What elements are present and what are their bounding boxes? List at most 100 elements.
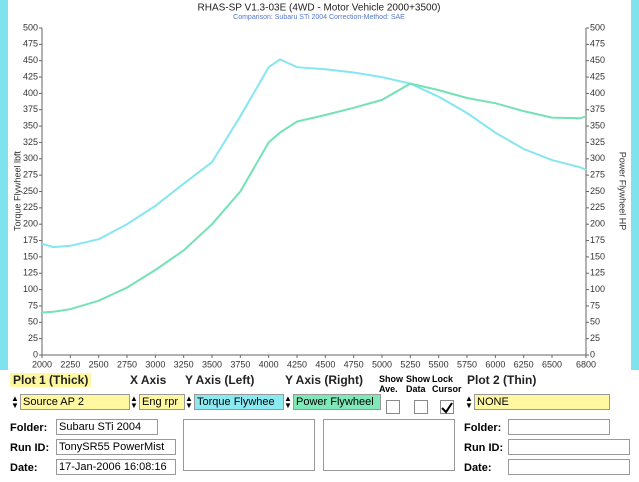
left-border [0, 0, 8, 370]
show-ave-checkbox[interactable] [386, 400, 400, 414]
y2-tick-label: 225 [590, 202, 605, 212]
y-tick-label: 225 [23, 202, 38, 212]
show-data-checkbox[interactable] [414, 400, 428, 414]
y-tick-label: 475 [23, 39, 38, 49]
x-tick-label: 2250 [60, 359, 80, 369]
x-tick-label: 4750 [344, 359, 364, 369]
header-plot2: Plot 2 (Thin) [467, 373, 537, 387]
x-tick-label: 6250 [514, 359, 534, 369]
y2-tick-label: 175 [590, 235, 605, 245]
x-tick-label: 3250 [174, 359, 194, 369]
y-axis-label: Torque Flywheel lbft [12, 150, 22, 231]
run-id-label: Run ID: [464, 442, 504, 454]
spin-arrows[interactable]: ▲ ▼ [465, 394, 473, 410]
lock-cursor-checkbox[interactable] [440, 400, 454, 414]
date-label: Date: [464, 462, 492, 474]
y2-tick-label: 100 [590, 284, 605, 294]
y2-tick-label: 450 [590, 55, 605, 65]
y-tick-label: 75 [28, 300, 38, 310]
x-tick-label: 3000 [145, 359, 165, 369]
x-tick-label: 3750 [230, 359, 250, 369]
x-tick-label: 5750 [457, 359, 477, 369]
header-x-axis: X Axis [130, 373, 167, 387]
y-tick-label: 350 [23, 120, 38, 130]
y2-tick-label: 50 [590, 317, 600, 327]
date-label: Date: [10, 462, 38, 474]
x-tick-label: 5250 [400, 359, 420, 369]
y-tick-label: 100 [23, 284, 38, 294]
y-tick-label: 500 [23, 22, 38, 32]
y-left-dropdown[interactable]: Torque Flywhee [194, 394, 284, 410]
x-tick-label: 6000 [485, 359, 505, 369]
x-tick-label: 3500 [202, 359, 222, 369]
x-tick-label: 5000 [372, 359, 392, 369]
y2-tick-label: 500 [590, 22, 605, 32]
header-y-left: Y Axis (Left) [185, 373, 255, 387]
y2-tick-label: 25 [590, 333, 600, 343]
x-tick-label: 2000 [32, 359, 52, 369]
y2-tick-label: 425 [590, 71, 605, 81]
y2-tick-label: 300 [590, 153, 605, 163]
y-tick-label: 300 [23, 153, 38, 163]
x-tick-label: 6500 [542, 359, 562, 369]
y-tick-label: 275 [23, 170, 38, 180]
x-axis-dropdown[interactable]: Eng rpr [139, 394, 185, 410]
x-tick-label: 4250 [287, 359, 307, 369]
notes-box [323, 419, 455, 471]
y2-tick-label: 200 [590, 219, 605, 229]
y-tick-label: 200 [23, 219, 38, 229]
spin-arrows[interactable]: ▲ ▼ [130, 394, 138, 410]
y-tick-label: 450 [23, 55, 38, 65]
series-line [41, 82, 587, 314]
run-id-field [508, 439, 630, 455]
x-tick-label: 2500 [89, 359, 109, 369]
y-tick-label: 150 [23, 251, 38, 261]
x-tick-label: 5500 [429, 359, 449, 369]
right-border [631, 0, 639, 370]
y2-tick-label: 275 [590, 170, 605, 180]
spin-arrows[interactable]: ▲ ▼ [11, 394, 19, 410]
header-y-right: Y Axis (Right) [285, 373, 364, 387]
notes-box [183, 419, 315, 471]
y2-axis-label: Power Flywheel HP [618, 152, 628, 231]
y2-tick-label: 375 [590, 104, 605, 114]
spin-arrows[interactable]: ▲ ▼ [284, 394, 292, 410]
folder-field [508, 419, 610, 435]
x-tick-label: 2750 [117, 359, 137, 369]
y2-tick-label: 0 [590, 349, 595, 359]
y2-tick-label: 150 [590, 251, 605, 261]
chart-subtitle: Comparison: Subaru STi 2004 Correction-M… [233, 14, 405, 21]
run-id-label: Run ID: [10, 442, 50, 454]
series-line [41, 58, 587, 249]
y2-tick-label: 125 [590, 268, 605, 278]
x-tick-label: 6800 [576, 359, 596, 369]
plot2-source-dropdown[interactable]: NONE [474, 394, 610, 410]
y2-tick-label: 75 [590, 300, 600, 310]
y-tick-label: 250 [23, 186, 38, 196]
run-id-field: TonySR55 PowerMist [56, 439, 176, 455]
folder-label: Folder: [464, 422, 502, 434]
y-tick-label: 325 [23, 137, 38, 147]
check-mark [441, 402, 453, 414]
x-tick-label: 4500 [315, 359, 335, 369]
y2-tick-label: 250 [590, 186, 605, 196]
y-tick-label: 25 [28, 333, 38, 343]
y2-tick-label: 400 [590, 88, 605, 98]
plot1-source-dropdown[interactable]: Source AP 2 [20, 394, 130, 410]
y-tick-label: 400 [23, 88, 38, 98]
folder-label: Folder: [10, 422, 48, 434]
y2-tick-label: 325 [590, 137, 605, 147]
y-tick-label: 425 [23, 71, 38, 81]
y-tick-label: 50 [28, 317, 38, 327]
y-tick-label: 375 [23, 104, 38, 114]
y-tick-label: 125 [23, 268, 38, 278]
header-show-data: Show Data [406, 374, 430, 394]
header-plot1: Plot 1 (Thick) [10, 373, 92, 387]
header-lock-cursor: Lock Cursor [432, 374, 462, 394]
y-right-dropdown[interactable]: Power Flywheel [293, 394, 381, 410]
x-tick-label: 4000 [259, 359, 279, 369]
date-field: 17-Jan-2006 16:08:16 [56, 459, 176, 475]
y-tick-label: 0 [33, 349, 38, 359]
spin-arrows[interactable]: ▲ ▼ [185, 394, 193, 410]
